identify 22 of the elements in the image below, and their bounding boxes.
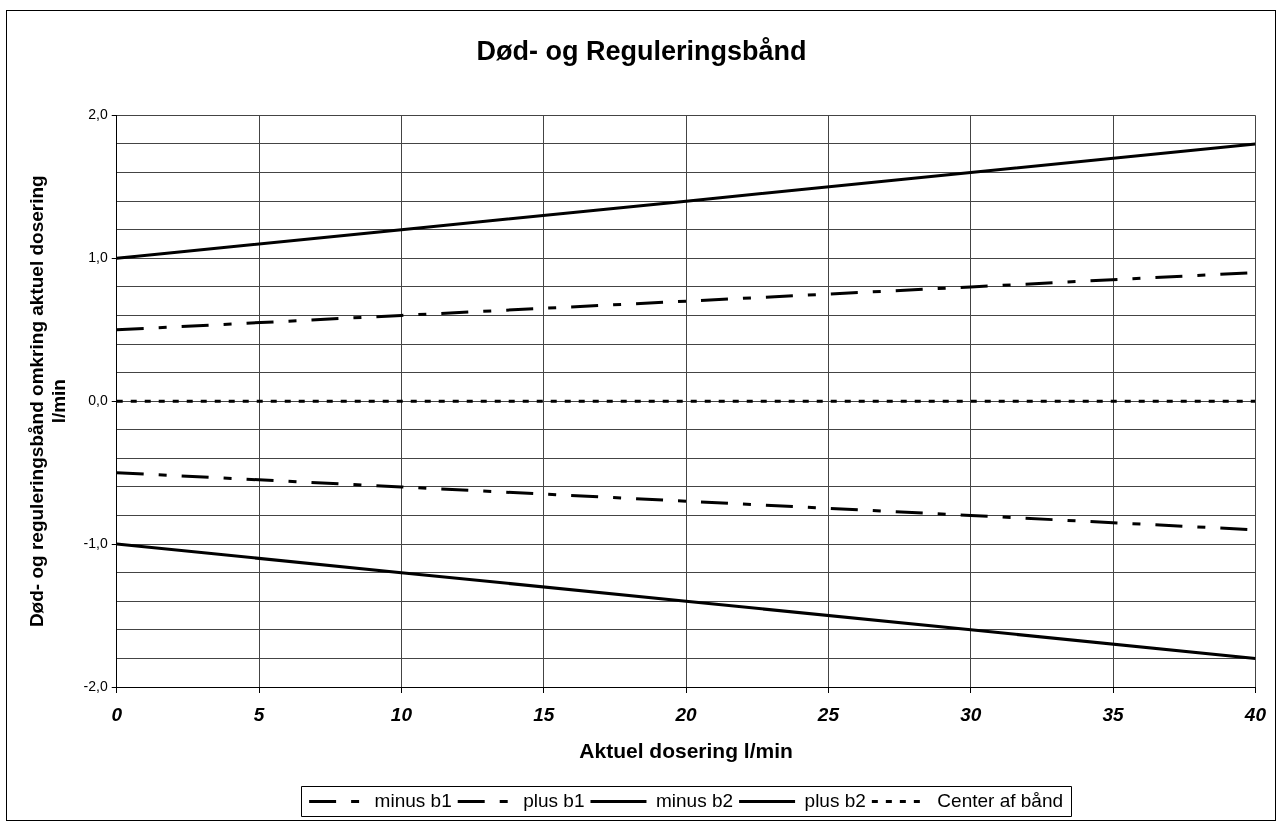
y-tick-label: -2,0	[83, 677, 108, 694]
x-tick-label: 15	[533, 703, 555, 725]
y-tick-label: 1,0	[88, 249, 108, 266]
legend-label: minus b2	[655, 789, 734, 811]
chart-title: Død- og Reguleringsbånd	[476, 35, 807, 66]
legend-label: plus b2	[804, 789, 866, 811]
y-tick-label: 2,0	[88, 106, 108, 123]
y-tick-label: 0,0	[88, 392, 108, 409]
x-tick-label: 25	[816, 703, 840, 725]
x-tick-label: 30	[960, 703, 982, 725]
legend-label: Center af bånd	[937, 789, 1064, 811]
y-axis-title: Død- og reguleringsbånd omkring aktuel dosering l/min	[25, 175, 70, 628]
x-tick-label: 35	[1102, 703, 1125, 725]
legend-label: plus b1	[523, 789, 585, 811]
x-tick-label: 40	[1243, 703, 1267, 725]
legend-label: minus b1	[374, 789, 452, 811]
x-tick-label: 0	[111, 703, 123, 725]
x-tick-label: 20	[674, 703, 698, 725]
x-axis-title: Aktuel dosering l/min	[579, 739, 793, 763]
y-tick-label: -1,0	[83, 534, 108, 551]
x-tick-label: 10	[390, 703, 413, 725]
x-tick-label: 5	[253, 703, 265, 725]
